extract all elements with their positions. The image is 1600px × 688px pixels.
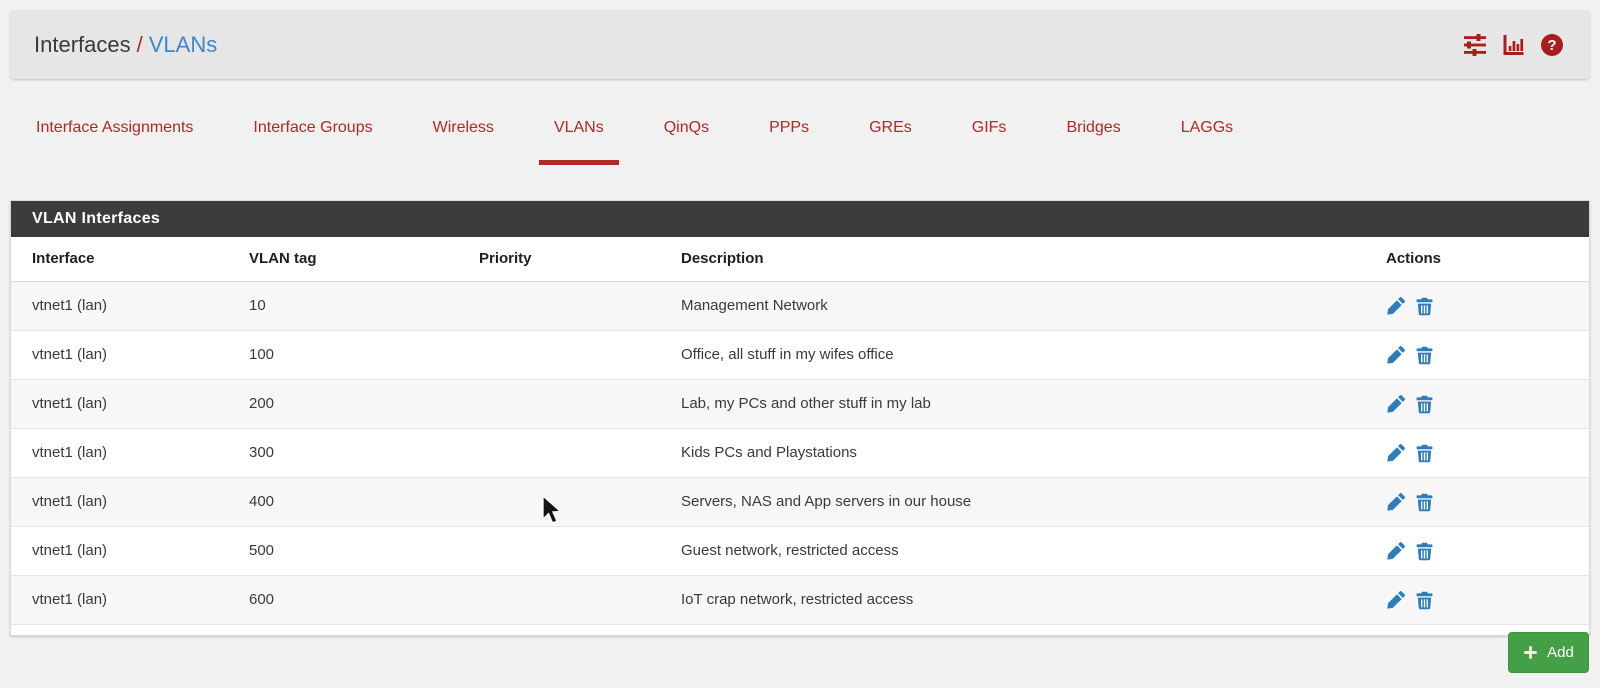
table-row: vtnet1 (lan) 300 Kids PCs and Playstatio… bbox=[11, 428, 1589, 478]
edit-vlan-button[interactable] bbox=[1386, 541, 1406, 561]
tab-gifs[interactable]: GIFs bbox=[971, 119, 1007, 136]
cell-description: Lab, my PCs and other stuff in my lab bbox=[671, 379, 1376, 429]
edit-vlan-button[interactable] bbox=[1386, 345, 1406, 365]
cell-priority bbox=[469, 575, 671, 625]
col-header-vlan-tag: VLAN tag bbox=[239, 237, 469, 282]
tab-interface-assignments[interactable]: Interface Assignments bbox=[36, 119, 194, 136]
delete-vlan-button[interactable] bbox=[1415, 590, 1434, 610]
cell-actions bbox=[1376, 281, 1589, 331]
help-icon[interactable]: ? bbox=[1540, 33, 1566, 57]
edit-vlan-button[interactable] bbox=[1386, 590, 1406, 610]
interfaces-tab-bar: Interface Assignments Interface Groups W… bbox=[21, 103, 1248, 165]
cell-actions bbox=[1376, 330, 1589, 380]
add-button-label: Add bbox=[1547, 644, 1574, 661]
cell-interface: vtnet1 (lan) bbox=[11, 526, 239, 576]
table-row: vtnet1 (lan) 500 Guest network, restrict… bbox=[11, 526, 1589, 576]
page-header: Interfaces / VLANs bbox=[10, 10, 1590, 79]
cell-interface: vtnet1 (lan) bbox=[11, 477, 239, 527]
breadcrumb: Interfaces / VLANs bbox=[34, 32, 217, 58]
tab-laggs[interactable]: LAGGs bbox=[1180, 119, 1234, 136]
col-header-interface: Interface bbox=[11, 237, 239, 282]
tab-ppps[interactable]: PPPs bbox=[769, 119, 810, 136]
bar-chart-icon[interactable] bbox=[1501, 33, 1527, 57]
edit-vlan-button[interactable] bbox=[1386, 492, 1406, 512]
sliders-icon[interactable] bbox=[1462, 33, 1488, 57]
cell-description: Servers, NAS and App servers in our hous… bbox=[671, 477, 1376, 527]
tab-bridges[interactable]: Bridges bbox=[1066, 119, 1121, 136]
delete-vlan-button[interactable] bbox=[1415, 492, 1434, 512]
tab-gres[interactable]: GREs bbox=[869, 119, 912, 136]
col-header-priority: Priority bbox=[469, 237, 671, 282]
cell-actions bbox=[1376, 526, 1589, 576]
cell-vlan-tag: 200 bbox=[239, 379, 469, 429]
cell-actions bbox=[1376, 477, 1589, 527]
cell-description: Guest network, restricted access bbox=[671, 526, 1376, 576]
delete-vlan-button[interactable] bbox=[1415, 541, 1434, 561]
col-header-actions: Actions bbox=[1376, 237, 1589, 282]
table-header-row: Interface VLAN tag Priority Description … bbox=[11, 237, 1589, 282]
table-row: vtnet1 (lan) 100 Office, all stuff in my… bbox=[11, 330, 1589, 380]
plus-icon bbox=[1523, 645, 1538, 660]
cell-vlan-tag: 600 bbox=[239, 575, 469, 625]
breadcrumb-separator: / bbox=[136, 31, 143, 57]
cell-vlan-tag: 300 bbox=[239, 428, 469, 478]
edit-vlan-button[interactable] bbox=[1386, 296, 1406, 316]
cell-description: Kids PCs and Playstations bbox=[671, 428, 1376, 478]
cell-interface: vtnet1 (lan) bbox=[11, 379, 239, 429]
cell-priority bbox=[469, 281, 671, 331]
table-row: vtnet1 (lan) 200 Lab, my PCs and other s… bbox=[11, 379, 1589, 429]
vlan-table: Interface VLAN tag Priority Description … bbox=[11, 237, 1589, 625]
cell-actions bbox=[1376, 379, 1589, 429]
cell-priority bbox=[469, 428, 671, 478]
edit-vlan-button[interactable] bbox=[1386, 394, 1406, 414]
breadcrumb-section: Interfaces bbox=[34, 31, 131, 57]
cell-vlan-tag: 10 bbox=[239, 281, 469, 331]
delete-vlan-button[interactable] bbox=[1415, 394, 1434, 414]
cell-vlan-tag: 400 bbox=[239, 477, 469, 527]
cell-priority bbox=[469, 477, 671, 527]
tab-qinqs[interactable]: QinQs bbox=[663, 119, 710, 136]
cell-description: Office, all stuff in my wifes office bbox=[671, 330, 1376, 380]
cell-actions bbox=[1376, 575, 1589, 625]
cell-description: Management Network bbox=[671, 281, 1376, 331]
table-row: vtnet1 (lan) 600 IoT crap network, restr… bbox=[11, 575, 1589, 625]
vlan-interfaces-panel: VLAN Interfaces Interface VLAN tag Prior… bbox=[10, 200, 1590, 636]
cell-vlan-tag: 500 bbox=[239, 526, 469, 576]
cell-actions bbox=[1376, 428, 1589, 478]
panel-title: VLAN Interfaces bbox=[11, 201, 1589, 237]
delete-vlan-button[interactable] bbox=[1415, 296, 1434, 316]
cell-interface: vtnet1 (lan) bbox=[11, 281, 239, 331]
delete-vlan-button[interactable] bbox=[1415, 443, 1434, 463]
cell-interface: vtnet1 (lan) bbox=[11, 575, 239, 625]
cell-priority bbox=[469, 379, 671, 429]
tab-interface-groups[interactable]: Interface Groups bbox=[253, 119, 373, 136]
svg-text:?: ? bbox=[1547, 37, 1556, 54]
tab-vlans[interactable]: VLANs bbox=[538, 103, 619, 165]
add-vlan-button[interactable]: Add bbox=[1508, 632, 1589, 673]
cell-interface: vtnet1 (lan) bbox=[11, 330, 239, 380]
cell-priority bbox=[469, 526, 671, 576]
breadcrumb-page-link[interactable]: VLANs bbox=[148, 31, 218, 57]
col-header-description: Description bbox=[671, 237, 1376, 282]
cell-vlan-tag: 100 bbox=[239, 330, 469, 380]
header-icons: ? bbox=[1462, 33, 1566, 57]
cell-priority bbox=[469, 330, 671, 380]
tab-wireless[interactable]: Wireless bbox=[432, 119, 494, 136]
cell-interface: vtnet1 (lan) bbox=[11, 428, 239, 478]
edit-vlan-button[interactable] bbox=[1386, 443, 1406, 463]
table-row: vtnet1 (lan) 10 Management Network bbox=[11, 281, 1589, 331]
delete-vlan-button[interactable] bbox=[1415, 345, 1434, 365]
cell-description: IoT crap network, restricted access bbox=[671, 575, 1376, 625]
table-row: vtnet1 (lan) 400 Servers, NAS and App se… bbox=[11, 477, 1589, 527]
